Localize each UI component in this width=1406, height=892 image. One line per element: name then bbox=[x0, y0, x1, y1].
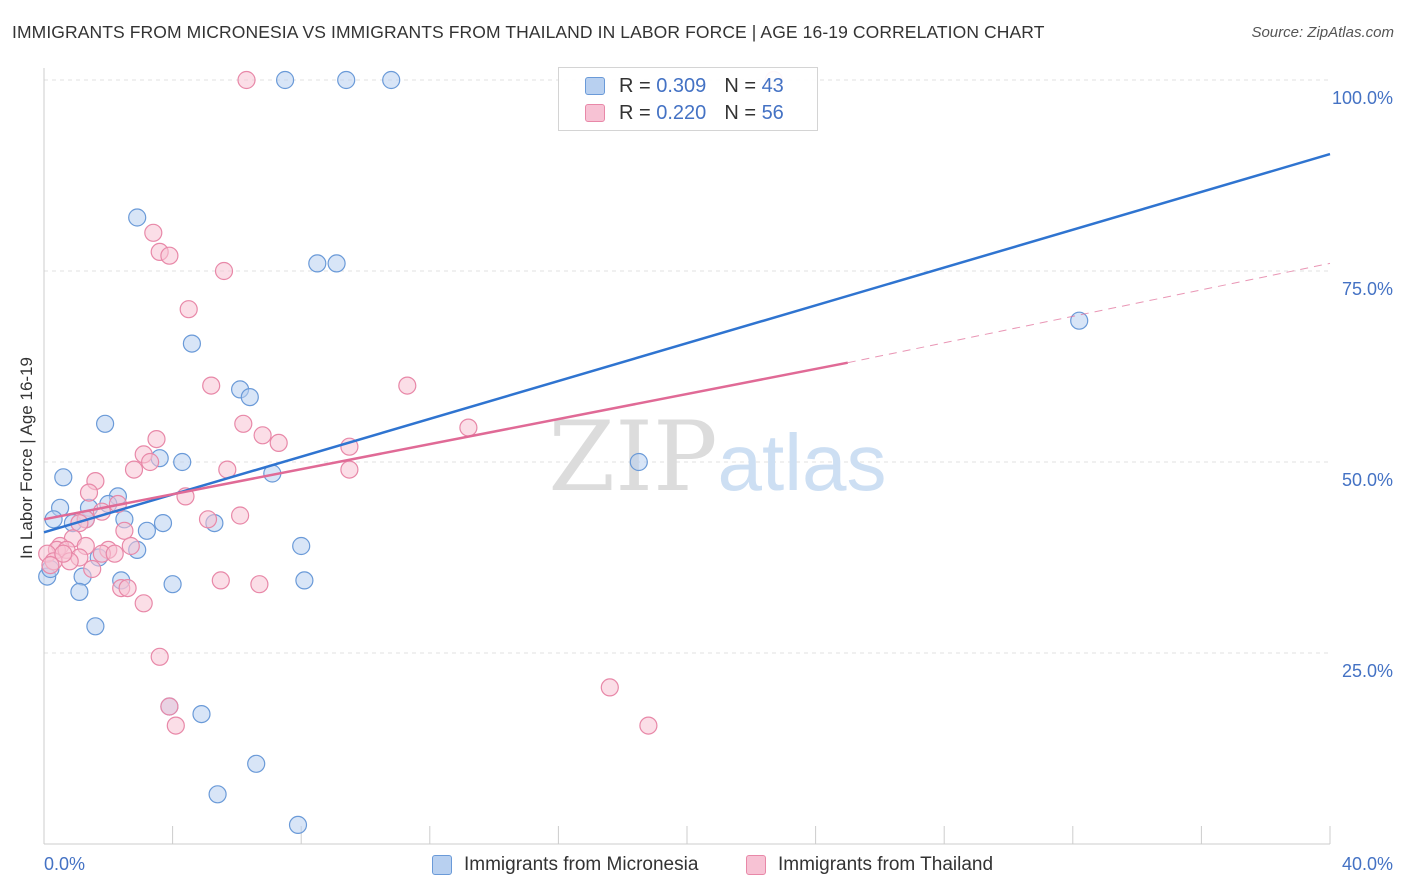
series-legend-thailand: Immigrants from Thailand bbox=[746, 852, 993, 878]
series-swatch-micronesia bbox=[432, 855, 452, 875]
thailand-point bbox=[202, 376, 221, 395]
thailand-point bbox=[124, 460, 144, 479]
micronesia-point bbox=[295, 571, 314, 590]
thailand-point bbox=[253, 426, 272, 445]
x-tick-label: 40.0% bbox=[1342, 854, 1393, 874]
x-tick-label: 0.0% bbox=[44, 854, 85, 874]
thailand-point bbox=[639, 716, 658, 735]
correlation-legend: R = 0.309 N = 43 R = 0.220 N = 56 bbox=[558, 67, 818, 131]
thailand-point bbox=[211, 571, 230, 590]
thailand-point bbox=[231, 506, 250, 525]
thailand-point bbox=[147, 430, 166, 449]
watermark: ZIP atlas bbox=[548, 401, 886, 513]
legend-row-thailand: R = 0.220 N = 56 bbox=[585, 100, 784, 126]
y-tick-label: 50.0% bbox=[1342, 470, 1393, 490]
thailand-point bbox=[150, 647, 169, 666]
micronesia-point bbox=[382, 70, 401, 90]
thailand-point bbox=[83, 559, 102, 579]
y-tick-label: 100.0% bbox=[1332, 88, 1393, 108]
thailand-point bbox=[79, 483, 99, 502]
micronesia-point bbox=[95, 414, 115, 433]
micronesia-point bbox=[208, 785, 227, 804]
micronesia-point bbox=[137, 521, 156, 540]
legend-swatch-thailand bbox=[585, 104, 605, 122]
tick-labels: 25.0% 50.0% 75.0% 100.0% 0.0% 40.0% bbox=[44, 88, 1393, 874]
micronesia-point bbox=[192, 704, 211, 724]
trendline-micronesia bbox=[43, 152, 1331, 534]
y-axis-label: In Labor Force | Age 16-19 bbox=[17, 357, 36, 559]
micronesia-point bbox=[240, 388, 259, 407]
trendline-thailand-extension bbox=[847, 262, 1331, 364]
micronesia-point bbox=[1070, 311, 1089, 330]
micronesia-point bbox=[70, 582, 89, 602]
thailand-point bbox=[54, 544, 73, 563]
micronesia-point bbox=[153, 513, 173, 533]
thailand-point bbox=[160, 246, 179, 265]
chart-title: IMMIGRANTS FROM MICRONESIA VS IMMIGRANTS… bbox=[12, 22, 1045, 42]
source-label: Source: ZipAtlas.com bbox=[1251, 24, 1394, 41]
micronesia-point bbox=[288, 815, 308, 835]
y-tick-label: 75.0% bbox=[1342, 279, 1393, 299]
legend-r-label: R = bbox=[619, 101, 651, 124]
thailand-point bbox=[459, 418, 478, 437]
series-label-micronesia: Immigrants from Micronesia bbox=[464, 854, 699, 875]
micronesia-point bbox=[276, 70, 295, 90]
thailand-point bbox=[144, 223, 163, 242]
micronesia-point bbox=[128, 208, 147, 227]
micronesia-point bbox=[182, 334, 201, 353]
thailand-point bbox=[269, 433, 288, 452]
y-tick-label: 25.0% bbox=[1342, 661, 1393, 681]
legend-r-value: 0.309 bbox=[656, 74, 707, 97]
thailand-point bbox=[160, 697, 179, 716]
thailand-point bbox=[398, 376, 417, 395]
thailand-point bbox=[141, 452, 160, 472]
thailand-point bbox=[179, 300, 198, 319]
series-label-thailand: Immigrants from Thailand bbox=[778, 854, 994, 875]
micronesia-point bbox=[173, 452, 192, 472]
thailand-point bbox=[121, 536, 140, 556]
legend-r-value: 0.220 bbox=[656, 101, 707, 124]
thailand-point bbox=[134, 594, 153, 613]
thailand-point bbox=[166, 716, 185, 735]
legend-swatch-micronesia bbox=[585, 77, 605, 95]
micronesia-point bbox=[292, 536, 311, 556]
thailand-point bbox=[115, 521, 134, 540]
thailand-point bbox=[340, 460, 359, 479]
thailand-point bbox=[600, 678, 619, 697]
micronesia-point bbox=[247, 754, 266, 773]
thailand-point bbox=[214, 261, 234, 281]
thailand-point bbox=[118, 578, 137, 598]
thailand-point bbox=[234, 414, 253, 433]
trendline-thailand bbox=[43, 361, 848, 521]
legend-n-label: N = bbox=[724, 101, 756, 124]
thailand-point bbox=[250, 575, 269, 594]
thailand-point bbox=[237, 70, 256, 90]
micronesia-point bbox=[308, 254, 327, 273]
thailand-point bbox=[105, 544, 124, 563]
legend-n-value: 56 bbox=[761, 101, 784, 124]
micronesia-point bbox=[337, 70, 356, 90]
thailand-point bbox=[41, 555, 60, 575]
micronesia-point bbox=[86, 617, 105, 636]
thailand-point bbox=[198, 510, 218, 529]
micronesia-point bbox=[54, 468, 73, 487]
micronesia-point bbox=[629, 452, 648, 472]
series-swatch-thailand bbox=[746, 855, 766, 875]
watermark-atlas: atlas bbox=[718, 418, 887, 507]
gridlines bbox=[44, 79, 1330, 654]
legend-r-label: R = bbox=[619, 74, 651, 97]
legend-n-value: 43 bbox=[761, 74, 784, 97]
legend-row-micronesia: R = 0.309 N = 43 bbox=[585, 73, 784, 99]
data-points bbox=[38, 70, 1089, 835]
micronesia-point bbox=[163, 575, 182, 594]
micronesia-point bbox=[327, 254, 346, 273]
series-legend-micronesia: Immigrants from Micronesia bbox=[432, 852, 698, 878]
legend-n-label: N = bbox=[724, 74, 756, 97]
trendlines bbox=[43, 152, 1331, 534]
